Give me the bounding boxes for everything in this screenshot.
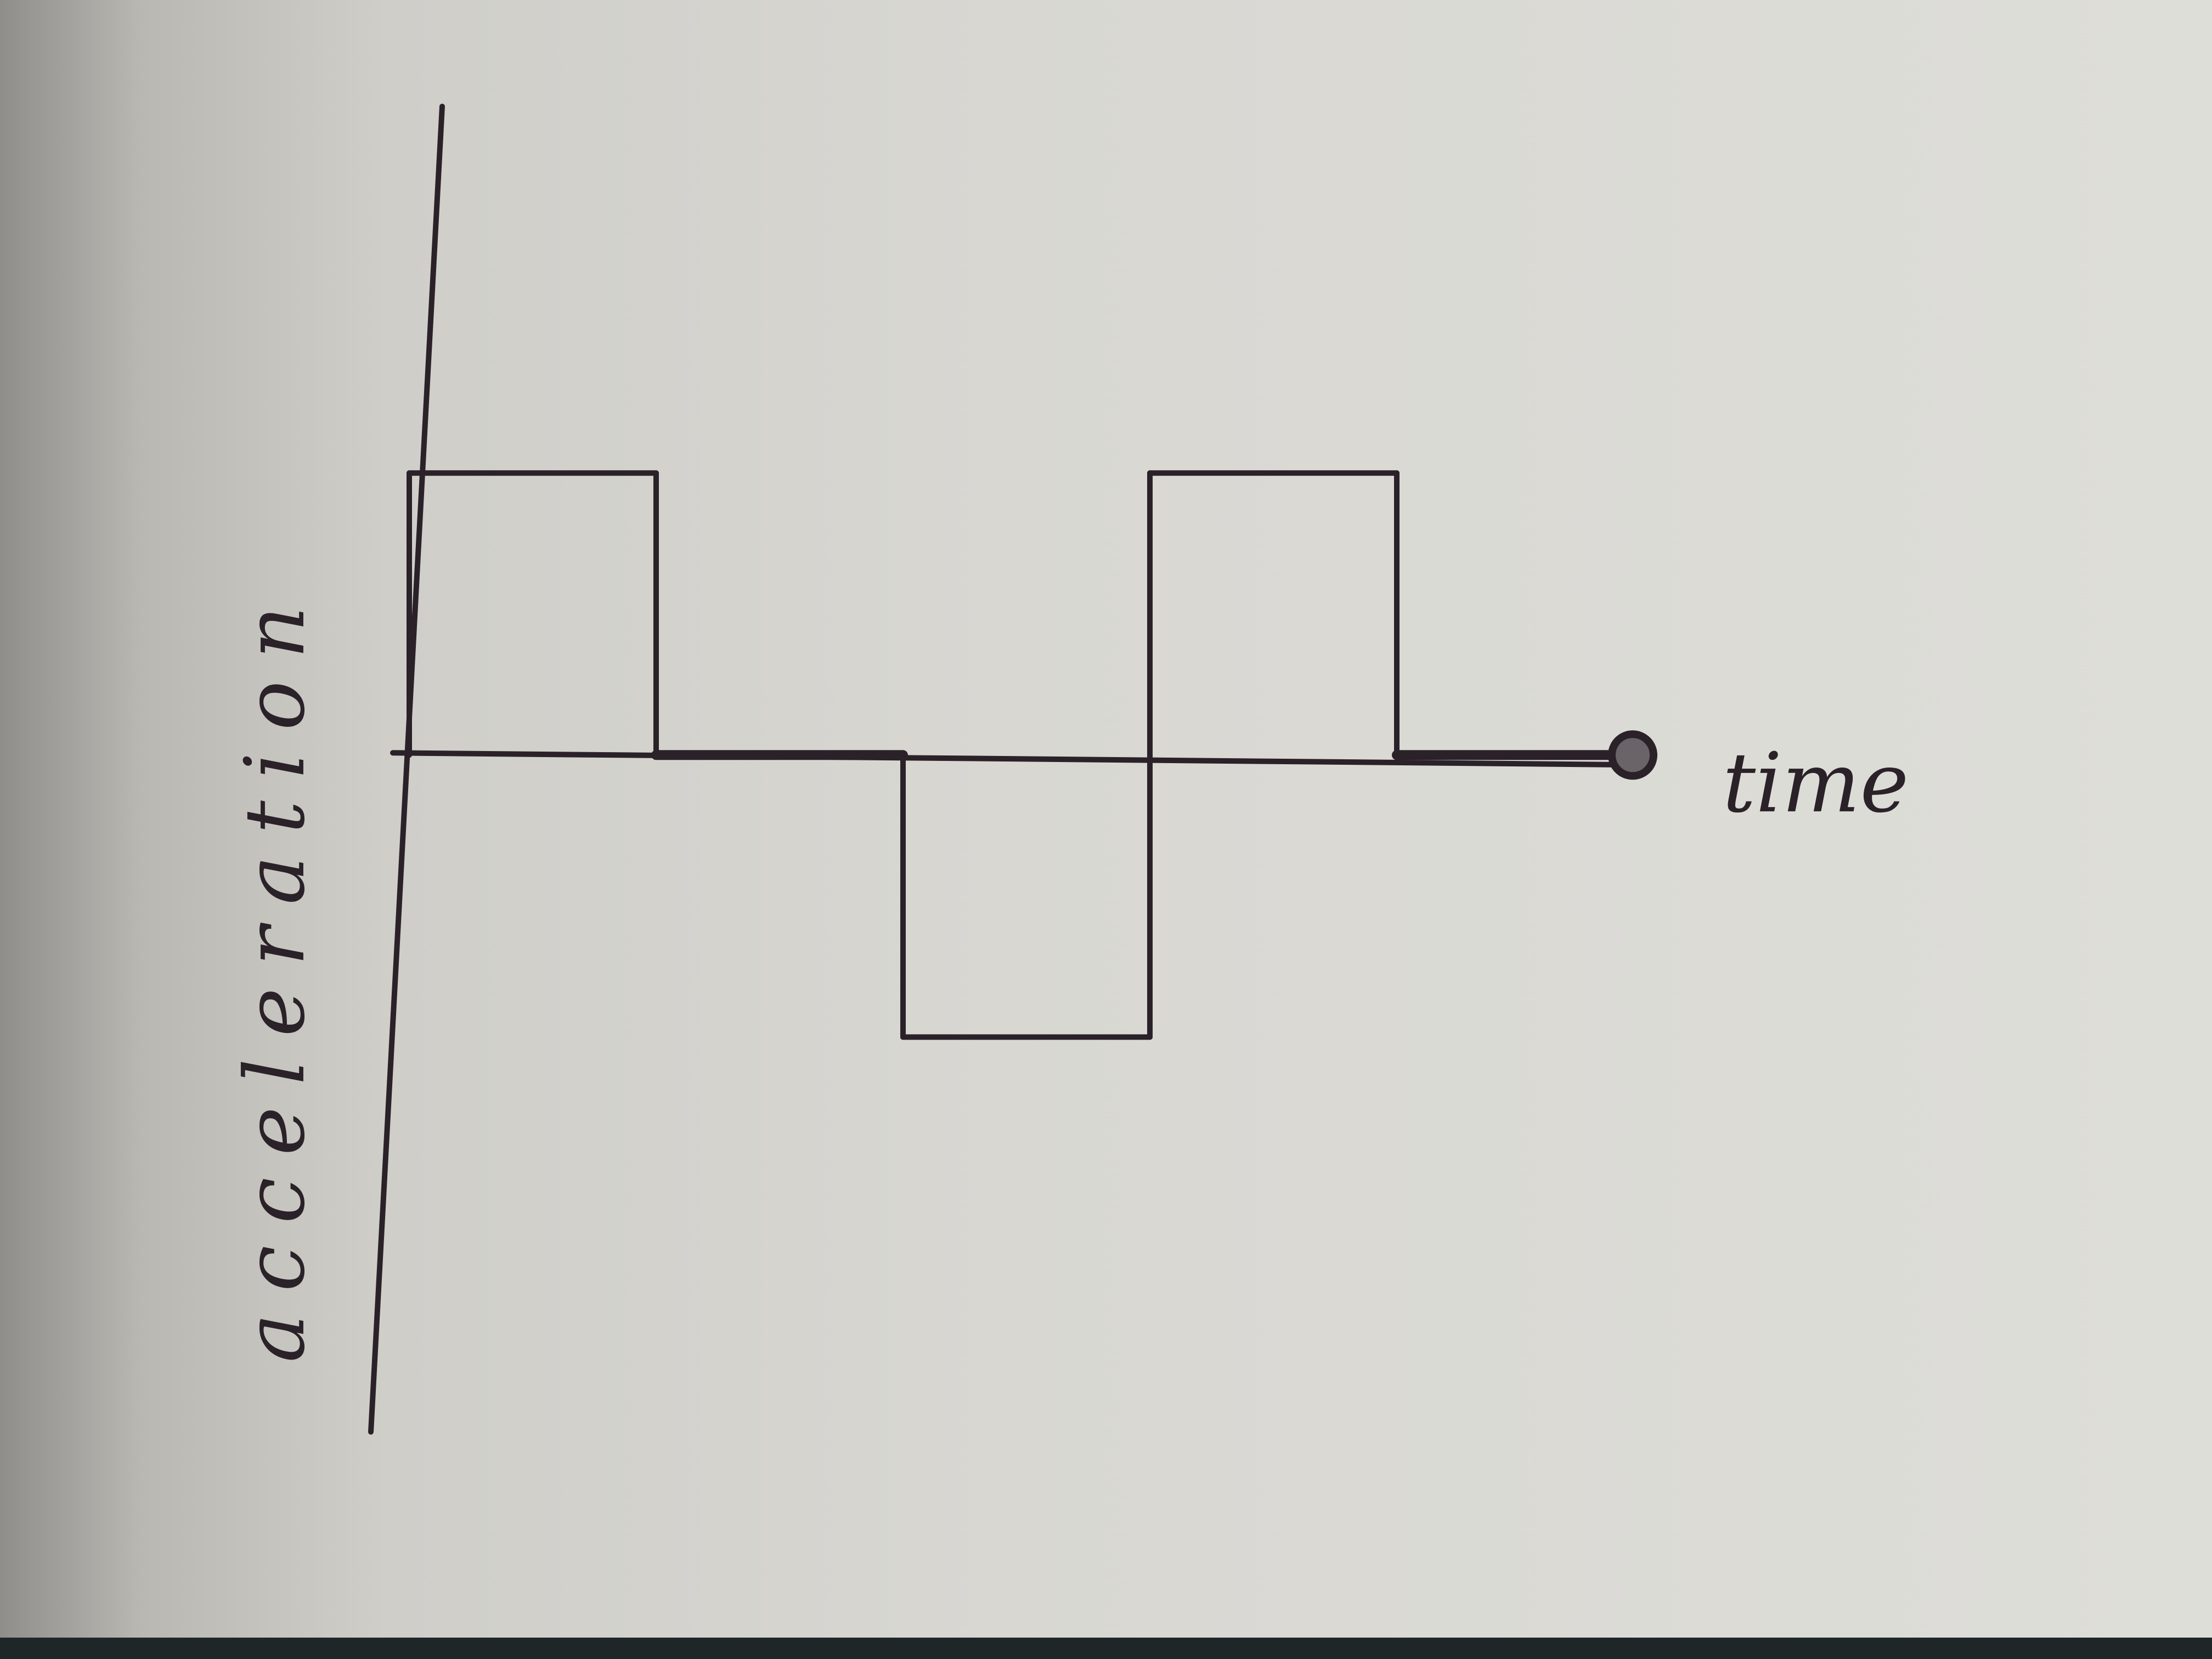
end-dot (1608, 730, 1657, 780)
y-axis (368, 104, 445, 1435)
x-axis (390, 750, 1646, 768)
x-axis-label: time (1723, 736, 1909, 831)
y-axis-label: acceleration (228, 584, 323, 1362)
table-edge (0, 1638, 2212, 1659)
